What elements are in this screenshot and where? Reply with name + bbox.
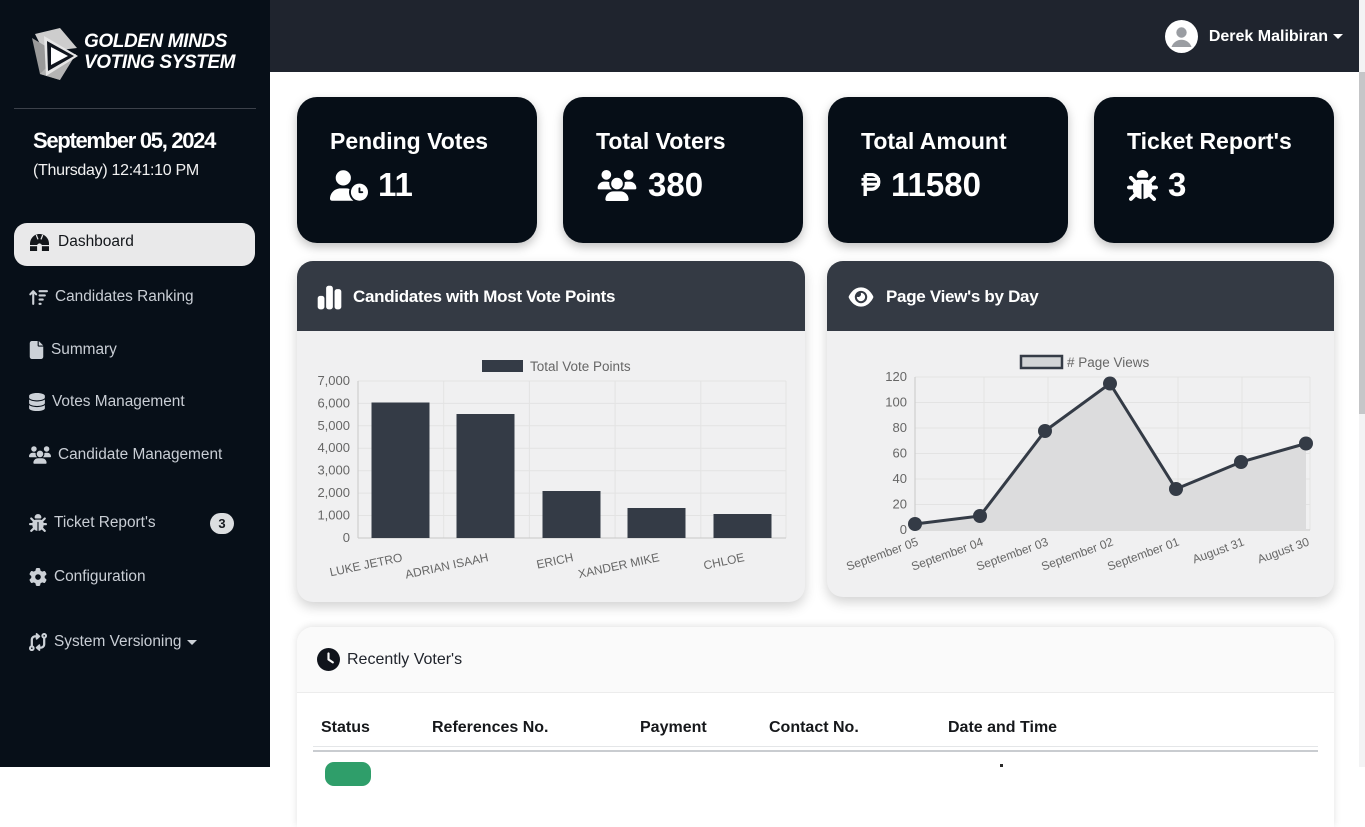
svg-text:ERICH: ERICH [535,550,574,571]
svg-text:3,000: 3,000 [317,463,350,478]
svg-text:September 04: September 04 [909,535,985,574]
svg-text:2,000: 2,000 [317,485,350,500]
svg-text:20: 20 [893,497,907,512]
svg-text:September 01: September 01 [1105,535,1181,574]
svg-text:September 02: September 02 [1039,535,1115,574]
svg-text:September 05: September 05 [844,535,920,574]
svg-text:4,000: 4,000 [317,440,350,455]
svg-text:100: 100 [885,395,907,410]
svg-text:60: 60 [893,446,907,461]
svg-text:August 30: August 30 [1255,535,1311,567]
svg-text:6,000: 6,000 [317,395,350,410]
svg-text:Total Vote Points: Total Vote Points [530,359,631,374]
svg-text:1,000: 1,000 [317,508,350,523]
svg-text:CHLOE: CHLOE [702,550,745,572]
svg-text:August 31: August 31 [1190,535,1246,567]
svg-text:ADRIAN ISAAH: ADRIAN ISAAH [404,550,490,581]
svg-text:40: 40 [893,471,907,486]
svg-text:120: 120 [885,369,907,384]
svg-text:0: 0 [900,522,907,537]
svg-text:5,000: 5,000 [317,418,350,433]
svg-text:80: 80 [893,420,907,435]
svg-text:7,000: 7,000 [317,373,350,388]
svg-text:XANDER MIKE: XANDER MIKE [577,550,661,581]
svg-text:0: 0 [343,530,350,545]
svg-text:September 03: September 03 [974,535,1050,574]
svg-text:LUKE JETRO: LUKE JETRO [328,550,403,579]
svg-text:# Page Views: # Page Views [1067,355,1150,370]
